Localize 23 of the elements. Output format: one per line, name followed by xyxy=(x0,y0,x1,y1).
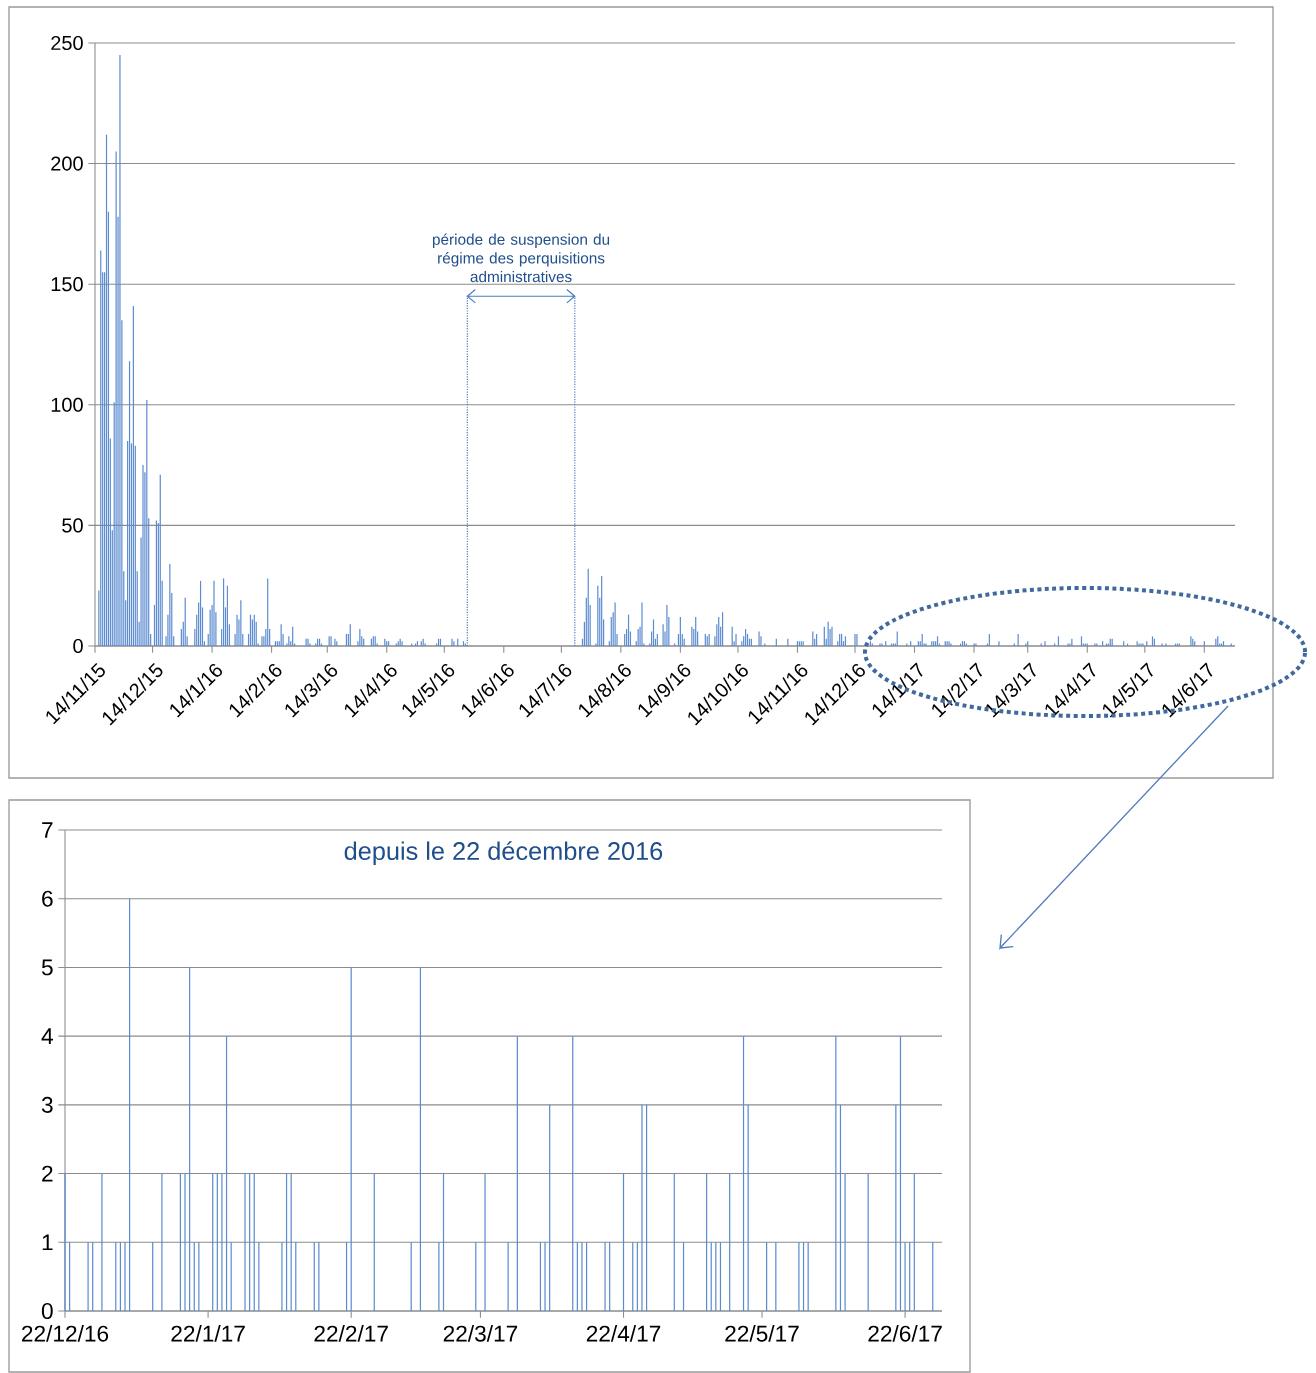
y-tick-label: 1 xyxy=(42,1234,53,1251)
y-tick-label: 250 xyxy=(51,35,83,51)
x-tick-label: 22/2/17 xyxy=(314,1325,388,1342)
x-tick-label: 22/4/17 xyxy=(586,1325,661,1342)
x-tick-label: 22/3/17 xyxy=(443,1325,518,1342)
y-tick-label: 200 xyxy=(51,156,83,171)
y-tick-label: 5 xyxy=(41,959,53,976)
y-tick-label: 2 xyxy=(42,1165,53,1182)
x-tick-label: 22/5/17 xyxy=(725,1325,799,1342)
y-tick-label: 0 xyxy=(73,638,83,654)
y-tick-label: 0 xyxy=(41,1302,53,1320)
y-tick-label: 150 xyxy=(51,277,83,292)
y-tick-label: 3 xyxy=(41,1096,53,1113)
annotation: période de suspension du régime des perquisitions administratives xyxy=(432,233,610,283)
y-tick-label: 6 xyxy=(42,890,53,907)
y-tick-label: 50 xyxy=(62,518,83,533)
y-tick-label: 100 xyxy=(51,397,83,412)
x-tick-label: 22/6/17 xyxy=(868,1325,942,1342)
x-tick-label: 22/12/16 xyxy=(22,1325,109,1342)
y-tick-label: 7 xyxy=(42,822,53,838)
chart-title: depuis le 22 décembre 2016 xyxy=(344,841,663,866)
y-tick-label: 4 xyxy=(41,1028,53,1044)
x-tick-label: 22/1/17 xyxy=(171,1325,245,1342)
